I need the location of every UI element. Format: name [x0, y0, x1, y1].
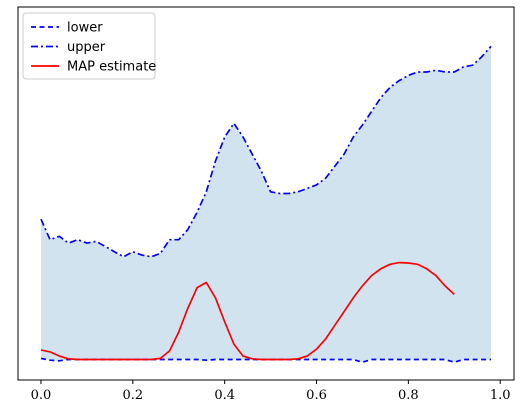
legend-box — [22, 12, 156, 80]
x-tick-label: 1.0 — [490, 388, 511, 403]
legend-label-map: MAP estimate — [67, 60, 156, 75]
x-tick-label: 0.4 — [214, 388, 235, 403]
series-line-map — [40, 261, 455, 361]
plot-area — [40, 45, 492, 364]
legend-label-lower: lower — [67, 21, 103, 36]
x-tick-label: 0.0 — [31, 388, 52, 403]
axes-border — [17, 6, 515, 381]
x-tick-label: 0.8 — [398, 388, 419, 403]
x-axis: 0.0 0.2 0.4 0.6 0.8 1.0 — [31, 380, 511, 403]
axes-frame — [17, 6, 515, 381]
legend: lower upper MAP estimate — [22, 12, 156, 80]
series-line-upper — [40, 45, 492, 258]
x-tick-label: 0.2 — [122, 388, 143, 403]
confidence-band — [41, 46, 491, 363]
x-tick-label: 0.6 — [306, 388, 327, 403]
legend-label-upper: upper — [67, 40, 106, 55]
